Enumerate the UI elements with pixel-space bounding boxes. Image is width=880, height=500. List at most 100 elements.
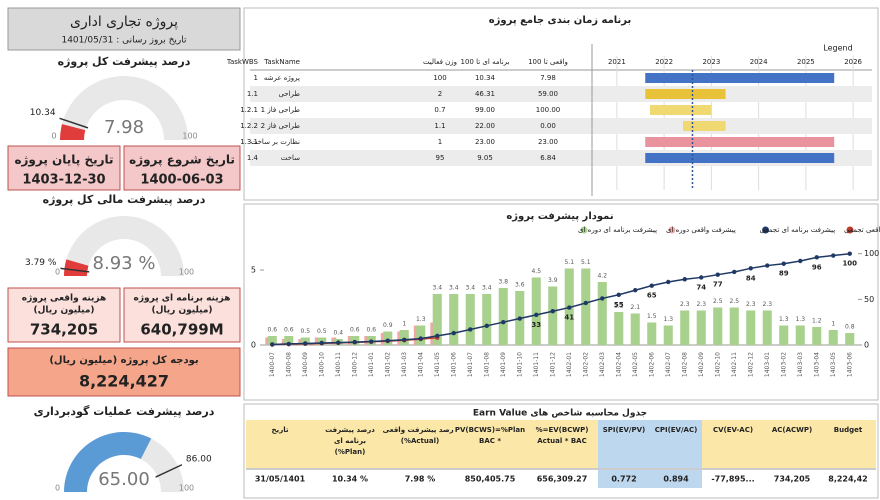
- gantt-row-bg: [250, 118, 872, 134]
- cell-text: 850,405.75: [465, 475, 516, 484]
- gauge-track: [64, 216, 184, 276]
- x-tick-label: 1402-04: [615, 352, 622, 377]
- bar-label: 5.1: [581, 259, 591, 266]
- line-point: [814, 255, 819, 260]
- bar-label: 0.6: [267, 327, 277, 334]
- line-point: [286, 341, 291, 347]
- cell-text: 8,224,42: [828, 475, 867, 484]
- bar: [267, 336, 277, 345]
- gauge-max: 100: [182, 132, 197, 141]
- header-cell: [820, 420, 876, 468]
- header-cell: [598, 420, 650, 468]
- x-tick-label: 1401-09: [500, 352, 507, 377]
- point-label: 77: [713, 281, 723, 289]
- data-cell: [650, 470, 702, 488]
- x-tick-label: 1402-03: [599, 352, 606, 377]
- x-tick-label: 1400-10: [318, 352, 325, 377]
- bar-label: 2.3: [746, 301, 756, 308]
- gantt-cell: 100.00: [536, 106, 561, 114]
- header-text: برنامه ای: [334, 437, 366, 445]
- point-label: 55: [614, 301, 624, 309]
- legend-swatch: [580, 226, 588, 234]
- line-point: [550, 309, 555, 314]
- x-tick-label: 1401-08: [483, 352, 490, 377]
- bar: [663, 325, 673, 345]
- update-date: تاریخ بروز رسانی : 1401/05/31: [61, 36, 187, 46]
- line-point: [319, 340, 324, 346]
- y-tick-label: 0: [251, 341, 256, 350]
- line-point: [517, 316, 522, 321]
- line-point: [484, 323, 489, 329]
- bar: [680, 310, 690, 345]
- header-text: Actual * BAC: [537, 437, 586, 445]
- header-cell: [386, 420, 454, 468]
- x-tick-label: 1402-10: [714, 352, 721, 377]
- x-tick-label: 1401-11: [533, 352, 540, 377]
- x-tick-label: 1400-12: [351, 352, 358, 377]
- x-tick-label: 1402-11: [731, 352, 738, 377]
- gantt-cell: 22.00: [475, 122, 495, 130]
- bar-label: 2.3: [762, 301, 772, 308]
- title-box: [7, 7, 241, 51]
- gantt-cell: 100: [433, 74, 446, 82]
- header-text: CV(EV-AC): [713, 426, 753, 434]
- gantt-bar: [645, 137, 835, 147]
- cost-card-unit: (میلیون ریال): [33, 306, 94, 316]
- line-point: [352, 339, 357, 345]
- bar: [482, 294, 492, 345]
- bar-label: 3.6: [515, 282, 525, 289]
- bar-label: 1: [402, 321, 406, 328]
- legend-label: پیشرفت برنامه ای تجمعی: [760, 226, 836, 234]
- gantt-cell: 23.00: [475, 138, 495, 146]
- bar-label: 3.4: [449, 285, 459, 292]
- gauge-max: 100: [179, 268, 194, 277]
- x-tick-label: 1401-10: [516, 352, 523, 377]
- budget-label: بودجه کل پروژه (میلیون ریال): [49, 355, 198, 366]
- point-label: 89: [779, 270, 789, 278]
- gauge-max: 100: [179, 484, 194, 493]
- table-title: جدول محاسبه شاخص های Earn Value: [473, 409, 647, 419]
- point-label: 100: [842, 260, 857, 268]
- gantt-cell: 0.00: [540, 122, 556, 130]
- line-point: [847, 251, 852, 256]
- bar-label: 2.3: [696, 301, 706, 308]
- bar-label: 3.9: [548, 277, 558, 284]
- date-card: [123, 145, 241, 191]
- gantt-cell: 9.05: [477, 154, 493, 162]
- cost-card: [7, 287, 121, 343]
- x-tick-label: 1402-05: [632, 352, 639, 377]
- x-tick-label: 1401-05: [434, 352, 441, 377]
- gantt-cell: 1.1: [434, 122, 445, 130]
- x-tick-label: 1400-11: [335, 352, 342, 377]
- cost-card: [123, 287, 241, 343]
- y2-tick-label: 50: [864, 295, 874, 304]
- bar: [828, 330, 838, 345]
- bar: [284, 336, 294, 345]
- line-point: [666, 279, 671, 285]
- line-point: [633, 288, 638, 293]
- gauge-track: [60, 76, 188, 140]
- bar: [647, 322, 657, 345]
- gantt-panel: [243, 7, 879, 201]
- gantt-cell: 1.2.1: [240, 106, 258, 114]
- line-point: [649, 283, 654, 288]
- y-tick-label: 5: [251, 266, 256, 275]
- gauge-min: 0: [55, 268, 60, 277]
- x-tick-label: 1402-12: [747, 352, 754, 377]
- line-point: [435, 333, 440, 339]
- line-point: [715, 272, 720, 277]
- bar: [630, 313, 640, 345]
- gantt-cell: 46.31: [475, 90, 495, 98]
- header-text: AC(ACWP): [772, 426, 812, 434]
- legend-label: پیشرفت برنامه ای دوره ای: [578, 226, 657, 234]
- x-tick-label: 1400-07: [269, 352, 276, 377]
- line-point: [682, 277, 687, 282]
- header-text: SPI(EV/PV): [603, 426, 645, 434]
- header-text: EV(BCWP)=%: [536, 426, 589, 434]
- bar-label: 2.1: [630, 304, 640, 311]
- bar-label: 0.9: [383, 322, 393, 329]
- bar: [416, 325, 426, 345]
- gantt-cell: 95: [436, 154, 445, 162]
- line-point: [616, 292, 621, 297]
- chart-title: نمودار پیشرفت پروژه: [506, 211, 613, 222]
